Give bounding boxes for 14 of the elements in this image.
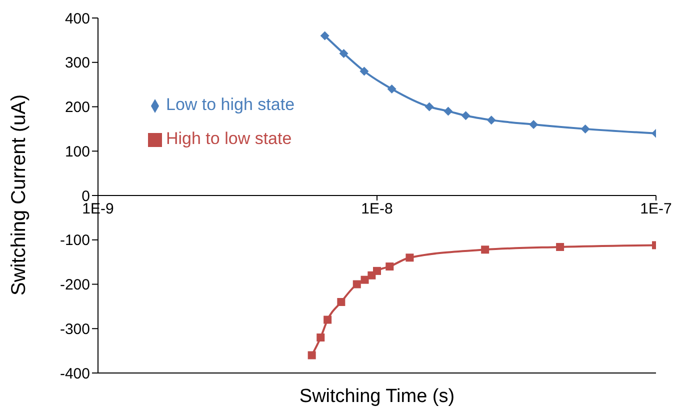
- y-tick-label: -100: [60, 232, 90, 250]
- y-tick-label: -300: [60, 320, 90, 338]
- x-tick-label: 1E-7: [640, 200, 672, 218]
- x-axis-title: Switching Time (s): [299, 386, 455, 407]
- legend-label: Low to high state: [166, 95, 295, 114]
- y-tick-label: 100: [64, 143, 90, 160]
- x-tick-label: 1E-8: [361, 200, 393, 218]
- y-tick-label: 200: [64, 99, 90, 116]
- y-axis-title: Switching Current (uA): [8, 94, 30, 296]
- y-tick-label: 400: [64, 10, 90, 28]
- y-tick-label: -200: [60, 276, 90, 294]
- y-tick-label: 300: [64, 54, 90, 72]
- legend-label: High to low state: [166, 129, 292, 148]
- y-tick-label: -400: [60, 365, 90, 382]
